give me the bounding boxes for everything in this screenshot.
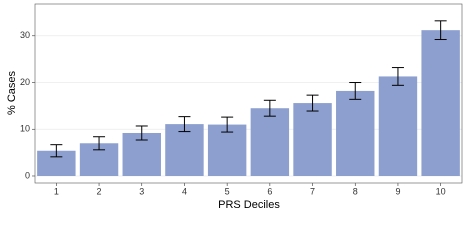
x-tick-label: 5 [225, 186, 230, 196]
bar [207, 124, 247, 176]
error-bar [434, 20, 447, 41]
bar [165, 124, 204, 176]
y-tick-label: 10 [20, 124, 30, 134]
error-bar [306, 94, 319, 112]
error-bar [391, 67, 404, 86]
x-tick-label: 1 [54, 186, 59, 196]
error-bar [221, 116, 234, 133]
y-tick-label: 30 [20, 30, 30, 40]
error-bar [50, 144, 63, 158]
x-tick-label: 4 [182, 186, 187, 196]
error-bar [349, 82, 362, 100]
bar [336, 90, 375, 176]
x-tick-label: 3 [139, 186, 144, 196]
error-bar [263, 99, 276, 117]
y-tick-label: 0 [25, 170, 30, 180]
bar [250, 108, 290, 176]
error-bar [93, 136, 106, 151]
error-bar [135, 125, 148, 141]
bar [378, 76, 418, 176]
y-tick-label: 20 [20, 77, 30, 87]
x-tick-label: 8 [353, 186, 358, 196]
bar [421, 30, 460, 176]
error-bar [178, 116, 191, 133]
bar [293, 103, 332, 176]
plot-border [34, 3, 463, 184]
y-axis-title: % Cases [6, 70, 18, 115]
x-tick-label: 10 [436, 186, 446, 196]
x-tick-label: 6 [267, 186, 272, 196]
chart: PRS Deciles % Cases 0 10 20 30 1 2 3 4 5 6 7 8 9 10 [6, 3, 463, 211]
x-tick-label: 2 [97, 186, 102, 196]
x-tick-label: 7 [310, 186, 315, 196]
x-axis-title: PRS Deciles [218, 199, 280, 211]
x-tick-label: 9 [395, 186, 400, 196]
